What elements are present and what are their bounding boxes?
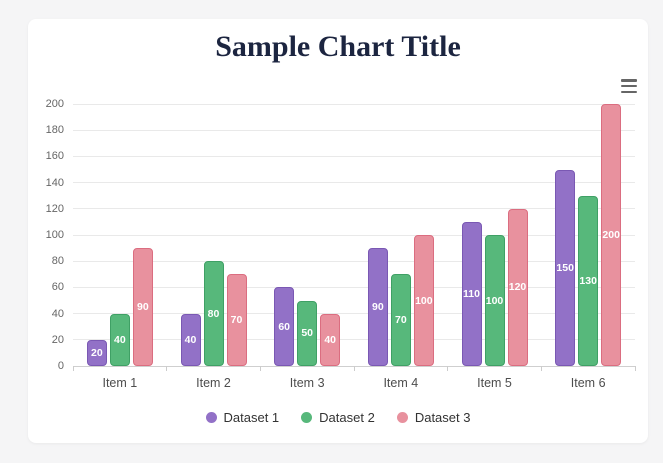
bar-value-label: 130: [579, 274, 597, 287]
bar[interactable]: 110: [461, 221, 482, 366]
x-axis-category-label: Item 5: [477, 376, 512, 390]
y-axis-tick-label: 120: [45, 202, 64, 215]
bar-value-label: 20: [90, 346, 103, 359]
bar-value-label: 40: [184, 333, 197, 346]
legend-label: Dataset 3: [414, 410, 471, 425]
y-axis-tick-label: 160: [45, 150, 64, 163]
bar[interactable]: 150: [555, 169, 576, 366]
bar-value-label: 110: [463, 287, 480, 300]
legend-dot-icon: [396, 412, 408, 423]
bar[interactable]: 80: [203, 261, 224, 366]
gridline: [73, 313, 635, 315]
y-axis-tick-label: 180: [45, 124, 64, 137]
bar[interactable]: 50: [297, 300, 318, 366]
x-axis-tick: [72, 366, 74, 371]
hamburger-line: [621, 90, 637, 93]
y-axis-tick-label: 200: [45, 98, 64, 110]
bar-value-label: 40: [113, 333, 126, 346]
bar-value-label: 100: [415, 294, 433, 307]
x-axis-tick: [447, 366, 449, 371]
bar-value-label: 70: [230, 314, 243, 327]
x-axis-category-label: Item 2: [196, 376, 231, 390]
x-axis-tick: [540, 366, 542, 371]
hamburger-menu-icon[interactable]: [621, 79, 637, 93]
legend-dot-icon: [205, 412, 217, 423]
bar[interactable]: 40: [109, 313, 130, 366]
bar[interactable]: 70: [226, 274, 247, 366]
gridline: [73, 129, 635, 131]
y-axis-tick-label: 40: [51, 307, 64, 320]
bar[interactable]: 20: [86, 339, 107, 366]
bar[interactable]: 200: [601, 104, 622, 366]
gridline: [73, 339, 635, 341]
gridline: [73, 103, 635, 105]
bar[interactable]: 40: [180, 313, 201, 366]
legend-dot-icon: [301, 412, 313, 423]
bar-value-label: 90: [371, 301, 384, 314]
bar[interactable]: 60: [274, 287, 295, 366]
x-axis-category-label: Item 4: [383, 376, 419, 390]
legend-item[interactable]: Dataset 3: [396, 410, 471, 425]
y-axis-tick-label: 60: [51, 281, 64, 294]
plot-area: 0 20 40 60 80 100 120 140 160 180 200 20 40 90 Item 1 4…: [46, 98, 636, 390]
bar-value-label: 200: [602, 229, 620, 241]
bar-value-label: 120: [508, 281, 527, 294]
bar-value-label: 40: [324, 333, 336, 346]
y-axis-tick-label: 0: [57, 360, 64, 372]
legend-label: Dataset 2: [319, 410, 375, 425]
x-axis-tick: [259, 366, 261, 371]
hamburger-line: [621, 79, 637, 82]
bar-value-label: 100: [485, 294, 504, 307]
gridline: [73, 208, 635, 210]
bar-value-label: 150: [556, 261, 574, 274]
legend-label: Dataset 1: [223, 410, 280, 425]
gridline: [73, 260, 635, 262]
bar-value-label: 50: [301, 327, 313, 340]
chart-legend: Dataset 1 Dataset 2 Dataset 3: [28, 410, 648, 425]
x-axis-category-label: Item 1: [102, 376, 138, 390]
bar[interactable]: 100: [413, 235, 434, 366]
gridline: [73, 234, 635, 236]
y-axis-tick-label: 20: [51, 333, 64, 346]
chart-card: Sample Chart Title 0 20 40 60 80 100 120 140 160…: [28, 19, 648, 443]
y-axis-tick-label: 140: [45, 176, 64, 189]
hamburger-line: [621, 84, 637, 88]
gridline: [73, 155, 635, 157]
gridline: [73, 286, 635, 288]
bar-value-label: 80: [207, 307, 220, 320]
bar[interactable]: 100: [484, 235, 505, 366]
bar[interactable]: 40: [320, 313, 341, 366]
chart-title: Sample Chart Title: [215, 30, 461, 63]
bar[interactable]: 120: [507, 208, 528, 366]
x-axis-tick: [353, 366, 355, 371]
x-axis-category-label: Item 6: [570, 376, 606, 390]
bar-value-label: 70: [394, 314, 407, 327]
bar[interactable]: 90: [132, 248, 153, 366]
bar-value-label: 90: [136, 301, 149, 314]
gridline: [73, 182, 635, 184]
bar[interactable]: 130: [578, 195, 599, 366]
legend-item[interactable]: Dataset 1: [205, 410, 280, 425]
bar-value-label: 60: [278, 320, 290, 333]
legend-item[interactable]: Dataset 2: [301, 410, 375, 425]
x-axis-tick: [166, 366, 168, 371]
x-axis-category-label: Item 3: [289, 376, 325, 390]
x-axis-tick: [634, 366, 636, 371]
bar[interactable]: 90: [367, 248, 388, 366]
bar[interactable]: 70: [390, 274, 411, 366]
y-axis-tick-label: 80: [51, 255, 64, 268]
y-axis-tick-label: 100: [45, 229, 64, 241]
